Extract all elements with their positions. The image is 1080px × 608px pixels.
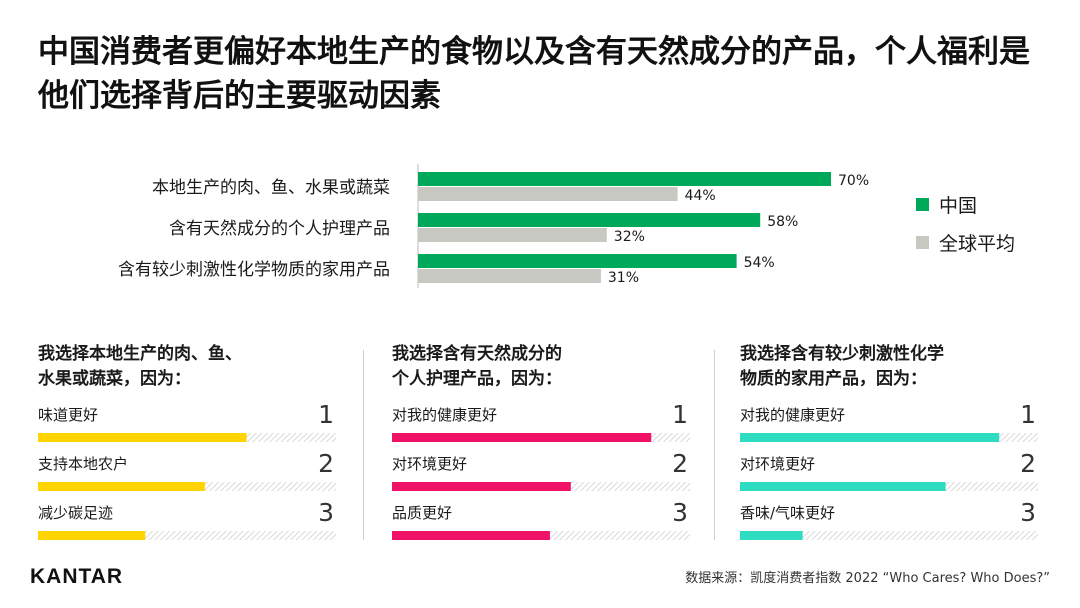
data-label: 70% bbox=[838, 173, 869, 189]
reason-bar bbox=[392, 433, 652, 442]
data-label: 58% bbox=[767, 214, 798, 230]
reason-label: 对我的健康更好 bbox=[740, 406, 845, 424]
panel-title-line: 我选择含有较少刺激性化学 bbox=[740, 344, 944, 364]
bar-china bbox=[418, 213, 761, 227]
category-label: 本地生产的肉、鱼、水果或蔬菜 bbox=[152, 178, 390, 198]
legend-item-china: 中国 bbox=[916, 190, 1015, 218]
reason-bar bbox=[38, 482, 205, 491]
bar-global bbox=[418, 269, 601, 283]
rank-bar-chart: 对我的健康更好 1 对环境更好 2 香味/气味更好 3 bbox=[740, 400, 1038, 540]
reason-bar bbox=[740, 482, 946, 491]
data-label: 31% bbox=[608, 270, 639, 286]
bar-global bbox=[418, 187, 678, 201]
page-title: 中国消费者更偏好本地生产的食物以及含有天然成分的产品，个人福利是他们选择背后的主… bbox=[38, 34, 1030, 114]
bar-track bbox=[740, 531, 1038, 540]
data-label: 54% bbox=[744, 255, 775, 271]
main-bar-chart: 本地生产的肉、鱼、水果或蔬菜 70% 44% 含有天然成分的个人护理产品 58% 32% 含… bbox=[118, 164, 869, 288]
legend-item-global: 全球平均 bbox=[916, 228, 1015, 256]
reason-label: 对环境更好 bbox=[740, 455, 815, 473]
panel-divider bbox=[714, 350, 715, 540]
data-label: 44% bbox=[685, 188, 716, 204]
reason-bar bbox=[392, 482, 571, 491]
bar-china bbox=[418, 254, 737, 268]
panel-title: 我选择含有较少刺激性化学 物质的家用产品，因为： bbox=[740, 342, 1040, 394]
panel-title-line: 我选择含有天然成分的 bbox=[392, 344, 562, 364]
reason-label: 对环境更好 bbox=[392, 455, 467, 473]
reason-label: 对我的健康更好 bbox=[392, 406, 497, 424]
reason-bar bbox=[392, 531, 550, 540]
rank-number: 2 bbox=[318, 449, 334, 478]
rank-number: 3 bbox=[672, 498, 688, 527]
panel-title-line: 个人护理产品，因为： bbox=[392, 369, 562, 389]
reason-bar bbox=[740, 433, 1000, 442]
reason-label: 香味/气味更好 bbox=[740, 504, 835, 522]
legend-label-global: 全球平均 bbox=[939, 232, 1016, 255]
rank-bar-chart: 对我的健康更好 1 对环境更好 2 品质更好 3 bbox=[392, 400, 690, 540]
reasons-panel-local-food: 我选择本地生产的肉、鱼、 水果或蔬菜，因为： 味道更好 1 支持本地农户 2 减少碳足迹… bbox=[38, 342, 338, 542]
reason-label: 减少碳足迹 bbox=[38, 504, 113, 522]
rank-number: 2 bbox=[672, 449, 688, 478]
panel-title: 我选择本地生产的肉、鱼、 水果或蔬菜，因为： bbox=[38, 342, 338, 394]
legend-swatch-global bbox=[916, 235, 929, 249]
panel-title-line: 水果或蔬菜，因为： bbox=[38, 369, 191, 389]
reason-bar bbox=[740, 531, 803, 540]
panel-title: 我选择含有天然成分的 个人护理产品，因为： bbox=[392, 342, 692, 394]
rank-number: 1 bbox=[1020, 400, 1036, 429]
legend-label-china: 中国 bbox=[939, 194, 978, 217]
rank-number: 3 bbox=[318, 498, 334, 527]
panel-title-line: 我选择本地生产的肉、鱼、 bbox=[38, 344, 242, 364]
rank-number: 3 bbox=[1020, 498, 1036, 527]
bar-global bbox=[418, 228, 607, 242]
data-source: 数据来源：凯度消费者指数 2022 “Who Cares? Who Does?” bbox=[685, 571, 1050, 586]
legend: 中国 全球平均 bbox=[916, 190, 1015, 266]
legend-swatch-china bbox=[916, 197, 929, 211]
reason-label: 支持本地农户 bbox=[38, 455, 128, 473]
category-label: 含有天然成分的个人护理产品 bbox=[169, 219, 390, 239]
bar-track bbox=[38, 531, 336, 540]
rank-number: 2 bbox=[1020, 449, 1036, 478]
bar-china bbox=[418, 172, 831, 186]
reasons-panel-personal-care: 我选择含有天然成分的 个人护理产品，因为： 对我的健康更好 1 对环境更好 2 品质更好… bbox=[392, 342, 692, 542]
panel-divider bbox=[363, 350, 364, 540]
data-label: 32% bbox=[614, 229, 645, 245]
reason-bar bbox=[38, 531, 146, 540]
reason-label: 味道更好 bbox=[38, 406, 98, 424]
reasons-panel-household: 我选择含有较少刺激性化学 物质的家用产品，因为： 对我的健康更好 1 对环境更好 2 香… bbox=[740, 342, 1040, 542]
rank-number: 1 bbox=[672, 400, 688, 429]
rank-number: 1 bbox=[318, 400, 334, 429]
panel-title-line: 物质的家用产品，因为： bbox=[740, 369, 927, 389]
reason-label: 品质更好 bbox=[392, 504, 452, 522]
reason-bar bbox=[38, 433, 247, 442]
kantar-logo: KANTAR bbox=[30, 565, 124, 588]
rank-bar-chart: 味道更好 1 支持本地农户 2 减少碳足迹 3 bbox=[38, 400, 336, 540]
category-label: 含有较少刺激性化学物质的家用产品 bbox=[118, 260, 390, 280]
